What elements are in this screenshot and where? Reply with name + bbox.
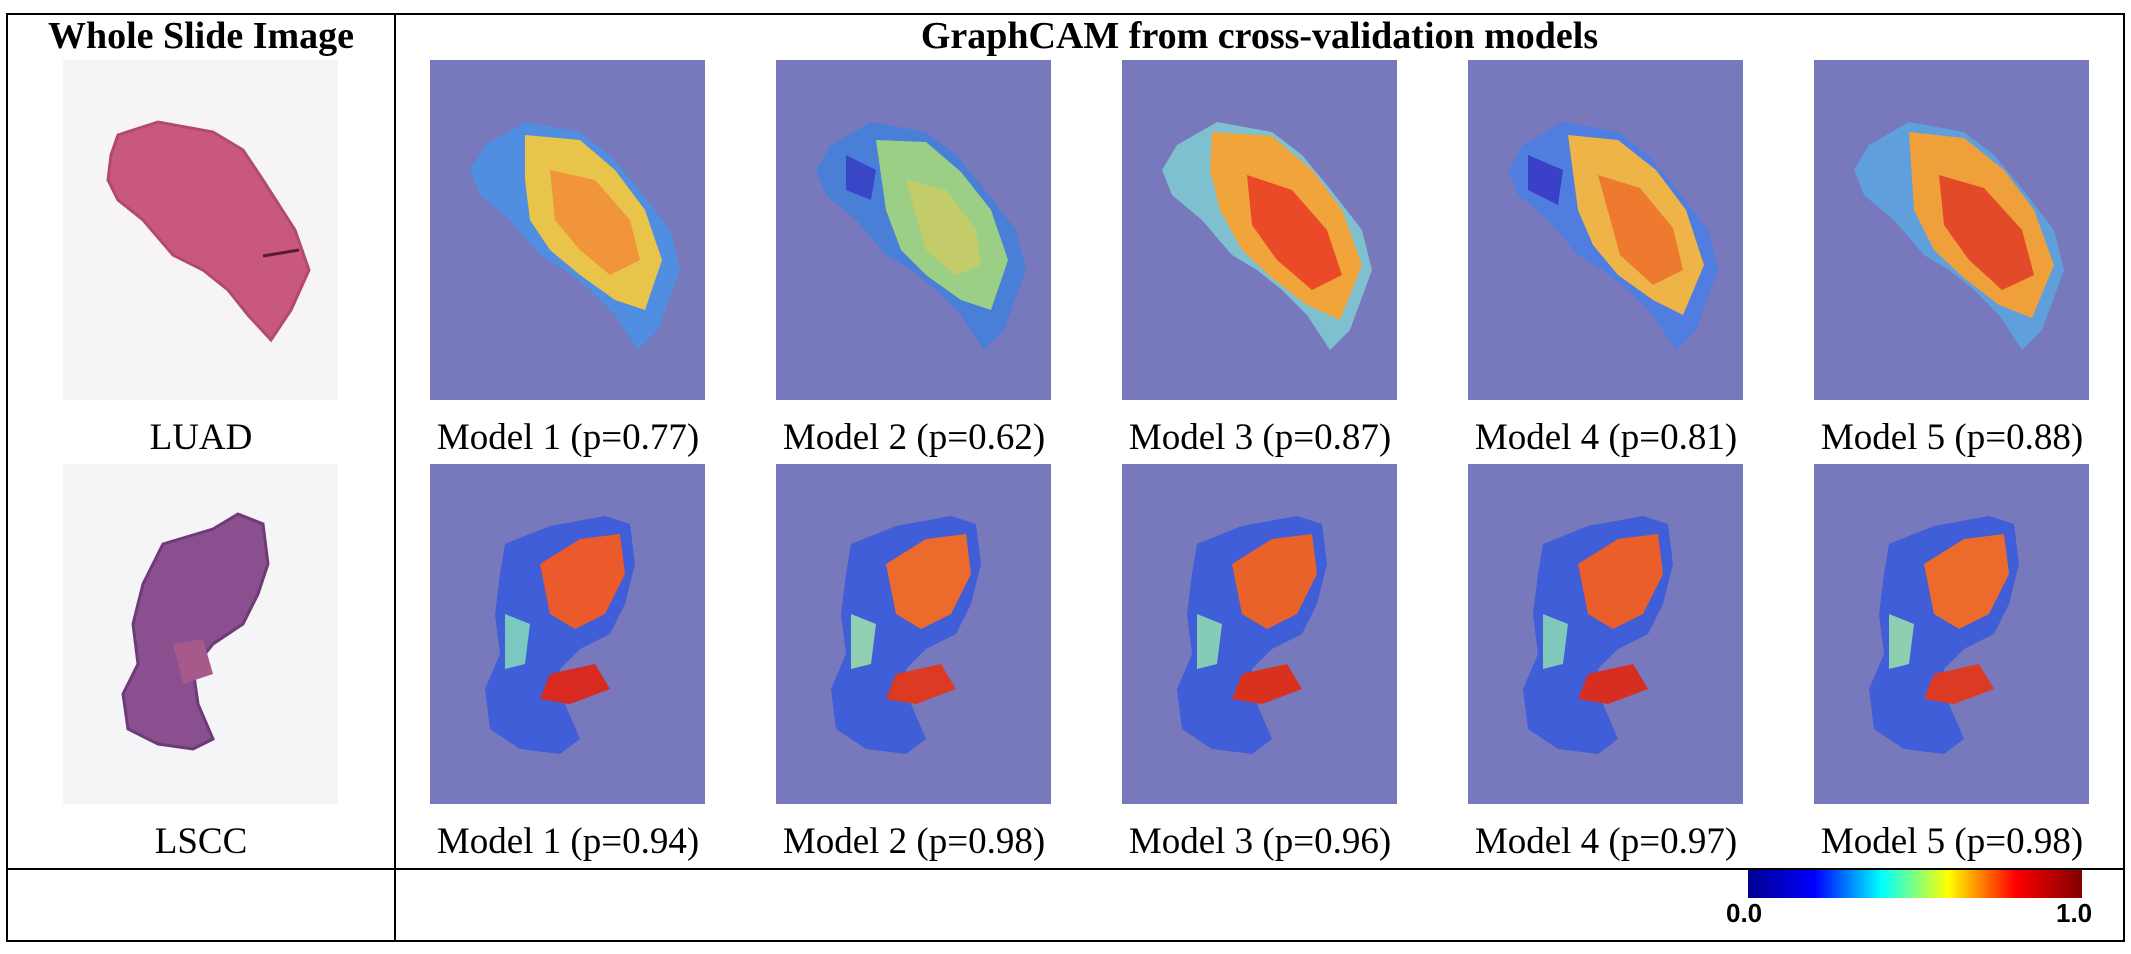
lscc-tissue: [121, 512, 270, 751]
lscc-model-2-caption: Model 2 (p=0.98): [782, 821, 1046, 862]
luad-model-1-cam: [430, 60, 705, 400]
lscc-model-5-cam: [1814, 464, 2089, 804]
lscc-model-3-caption: Model 3 (p=0.96): [1128, 821, 1392, 862]
colorbar-min-label: 0.0: [1726, 898, 1763, 928]
lscc-whole-slide-image: [63, 464, 338, 804]
luad-model-5-caption: Model 5 (p=0.88): [1820, 417, 2084, 458]
footer-divider: [6, 868, 2125, 870]
column-divider: [394, 13, 396, 942]
lscc-model-1-caption: Model 1 (p=0.94): [436, 821, 700, 862]
colorbar-max-label: 1.0: [2056, 898, 2093, 928]
luad-model-4-cam: [1468, 60, 1743, 400]
luad-model-5-cam: [1814, 60, 2089, 400]
lscc-model-4-cam: [1468, 464, 1743, 804]
lscc-model-4-caption: Model 4 (p=0.97): [1474, 821, 1738, 862]
graphcam-header: GraphCAM from cross-validation models: [920, 15, 1599, 57]
luad-tissue: [106, 120, 311, 343]
lscc-model-2-cam: [776, 464, 1051, 804]
luad-whole-slide-image: [63, 60, 338, 400]
lscc-model-1-cam: [430, 464, 705, 804]
luad-label: LUAD: [149, 417, 253, 458]
table-border-right: [2123, 13, 2125, 942]
colorbar: [1748, 870, 2082, 898]
luad-model-2-caption: Model 2 (p=0.62): [782, 417, 1046, 458]
lscc-label: LSCC: [154, 821, 248, 862]
lscc-model-5-caption: Model 5 (p=0.98): [1820, 821, 2084, 862]
luad-model-3-cam: [1122, 60, 1397, 400]
luad-model-4-caption: Model 4 (p=0.81): [1474, 417, 1738, 458]
lscc-model-3-cam: [1122, 464, 1397, 804]
luad-model-3-caption: Model 3 (p=0.87): [1128, 417, 1392, 458]
luad-model-1-caption: Model 1 (p=0.77): [436, 417, 700, 458]
table-border-left: [6, 13, 8, 942]
whole-slide-image-header: Whole Slide Image: [47, 15, 355, 57]
table-border-bottom: [6, 940, 2125, 942]
luad-model-2-cam: [776, 60, 1051, 400]
table-border-top: [6, 13, 2125, 15]
